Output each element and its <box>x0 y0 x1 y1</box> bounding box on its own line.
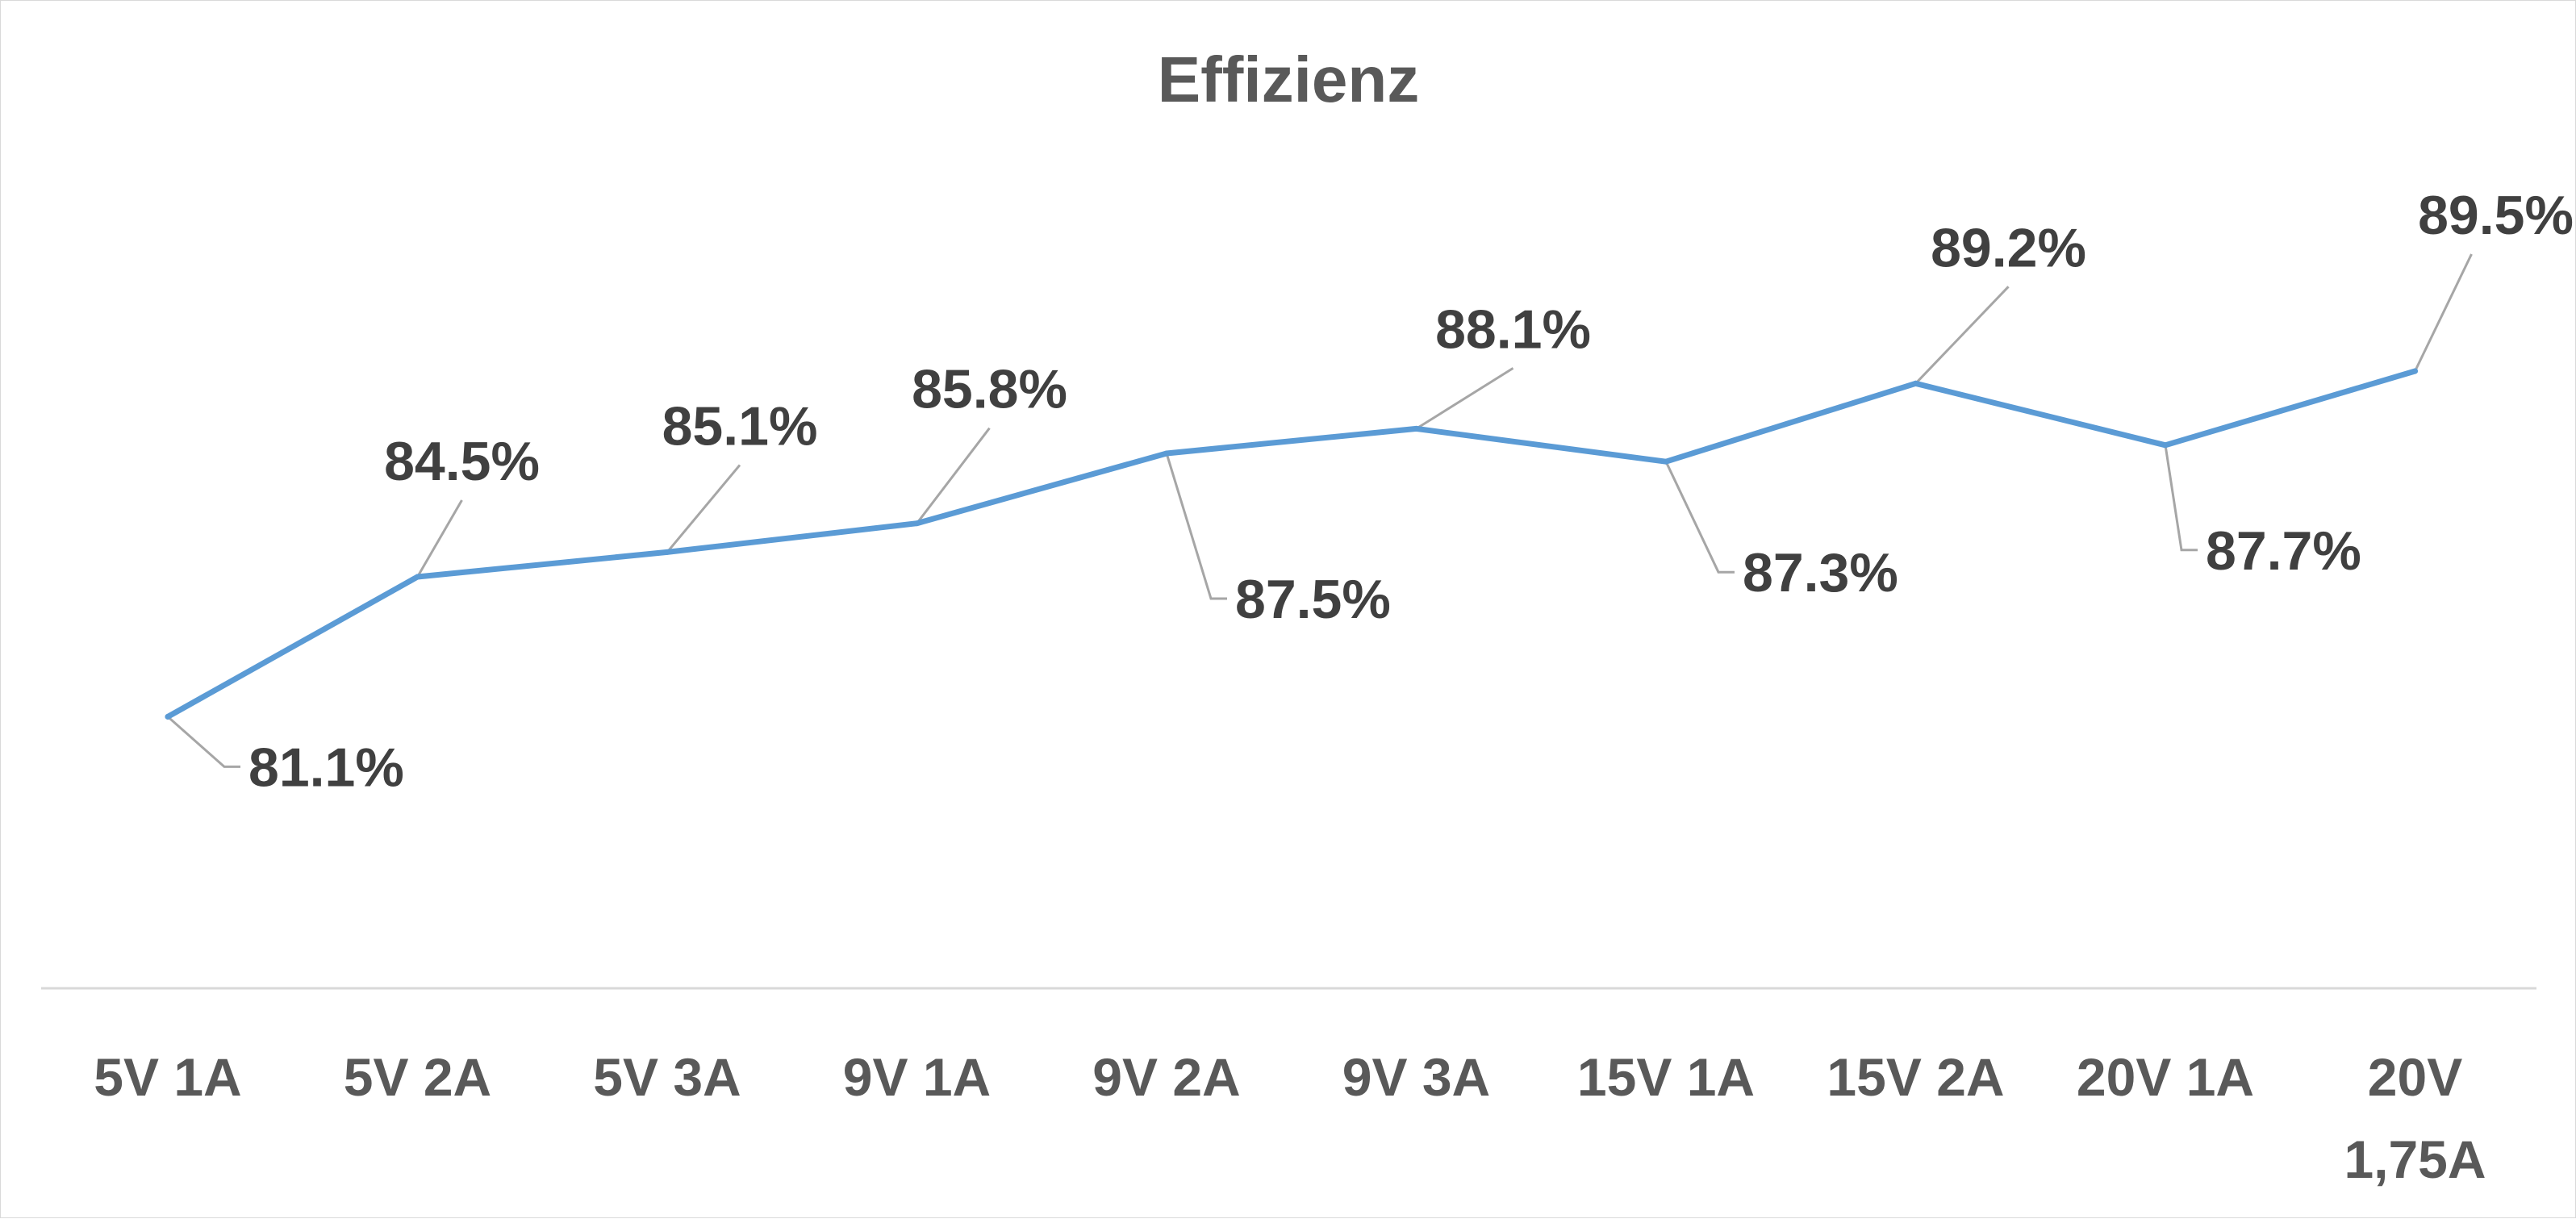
x-tick-label: 5V 1A <box>94 1047 241 1107</box>
data-label: 85.8% <box>912 359 1067 420</box>
x-tick-label: 9V 2A <box>1092 1047 1240 1107</box>
data-point <box>165 713 171 720</box>
leader-line <box>1914 286 2010 385</box>
leader-line <box>916 427 991 524</box>
data-label: 84.5% <box>384 431 540 492</box>
data-labels: 81.1% 84.5% 85.1% 85.8% 87.5% 88.1% 87.3% 89.2%… <box>248 185 2574 798</box>
x-axis-ticks: 5V 1A 5V 2A 5V 3A 9V 1A 9V 2A 9V 3A 15V 1A 15V … <box>94 1047 2486 1189</box>
data-label: 87.7% <box>2206 520 2361 582</box>
data-point <box>664 549 670 555</box>
x-tick-label: 15V 2A <box>1827 1047 2004 1107</box>
leader-line <box>2164 445 2198 552</box>
leader-line <box>416 499 463 578</box>
data-point <box>1163 450 1170 457</box>
data-point <box>2412 368 2418 374</box>
leader-line <box>666 464 741 553</box>
leader-line <box>1165 453 1227 600</box>
data-point <box>1413 425 1419 432</box>
x-tick-label: 9V 3A <box>1342 1047 1490 1107</box>
data-label: 87.5% <box>1235 569 1391 630</box>
x-tick-label: 20V 1A <box>2077 1047 2254 1107</box>
chart-title: Effizienz <box>1158 44 1419 115</box>
data-label: 81.1% <box>248 737 404 798</box>
data-point <box>1663 458 1669 465</box>
leader-line <box>2414 253 2473 372</box>
x-tick-label: 20V 1,75A <box>2344 1047 2486 1189</box>
x-tick-label: 15V 1A <box>1577 1047 1755 1107</box>
series-layer <box>165 368 2418 720</box>
data-point <box>2162 442 2169 449</box>
series-line <box>165 368 2418 720</box>
leader-line <box>1664 461 1735 574</box>
data-label: 88.1% <box>1435 298 1591 360</box>
leader-lines <box>167 253 2473 768</box>
x-tick-label: 9V 1A <box>843 1047 991 1107</box>
data-point <box>415 574 420 580</box>
leader-line <box>167 716 240 768</box>
data-point <box>1913 380 1918 386</box>
x-tick-label: 5V 3A <box>593 1047 741 1107</box>
data-label: 87.3% <box>1743 542 1898 603</box>
x-tick-label: 5V 2A <box>344 1047 491 1107</box>
data-label: 85.1% <box>662 395 818 457</box>
data-label: 89.5% <box>2418 185 2574 246</box>
leader-line <box>1415 367 1514 430</box>
data-label: 89.2% <box>1931 217 2086 278</box>
data-point <box>914 520 920 527</box>
